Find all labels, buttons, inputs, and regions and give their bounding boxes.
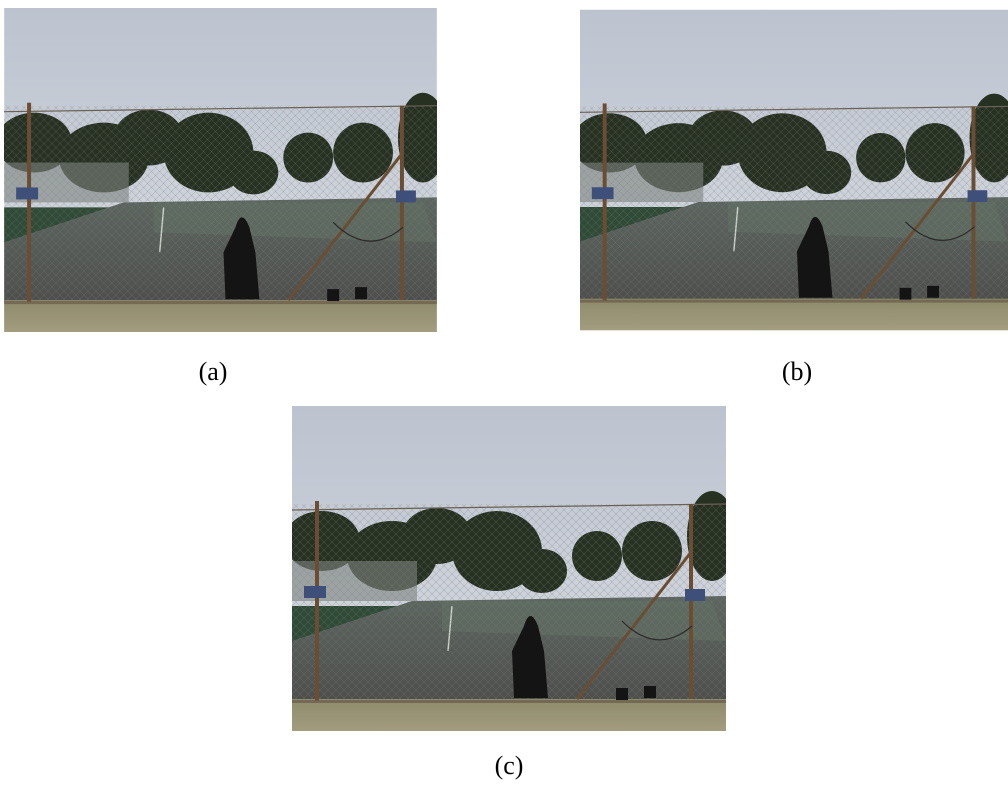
caption: (a) xyxy=(199,357,228,386)
photo xyxy=(572,10,1008,331)
photo xyxy=(284,406,737,731)
photo xyxy=(0,8,448,332)
figure: (a) (b) (c) xyxy=(0,0,1008,787)
caption: (c) xyxy=(495,751,524,780)
caption: (b) xyxy=(782,357,812,386)
page: (a) (b) (c) (() => { const data = JSON.p… xyxy=(0,0,1008,787)
